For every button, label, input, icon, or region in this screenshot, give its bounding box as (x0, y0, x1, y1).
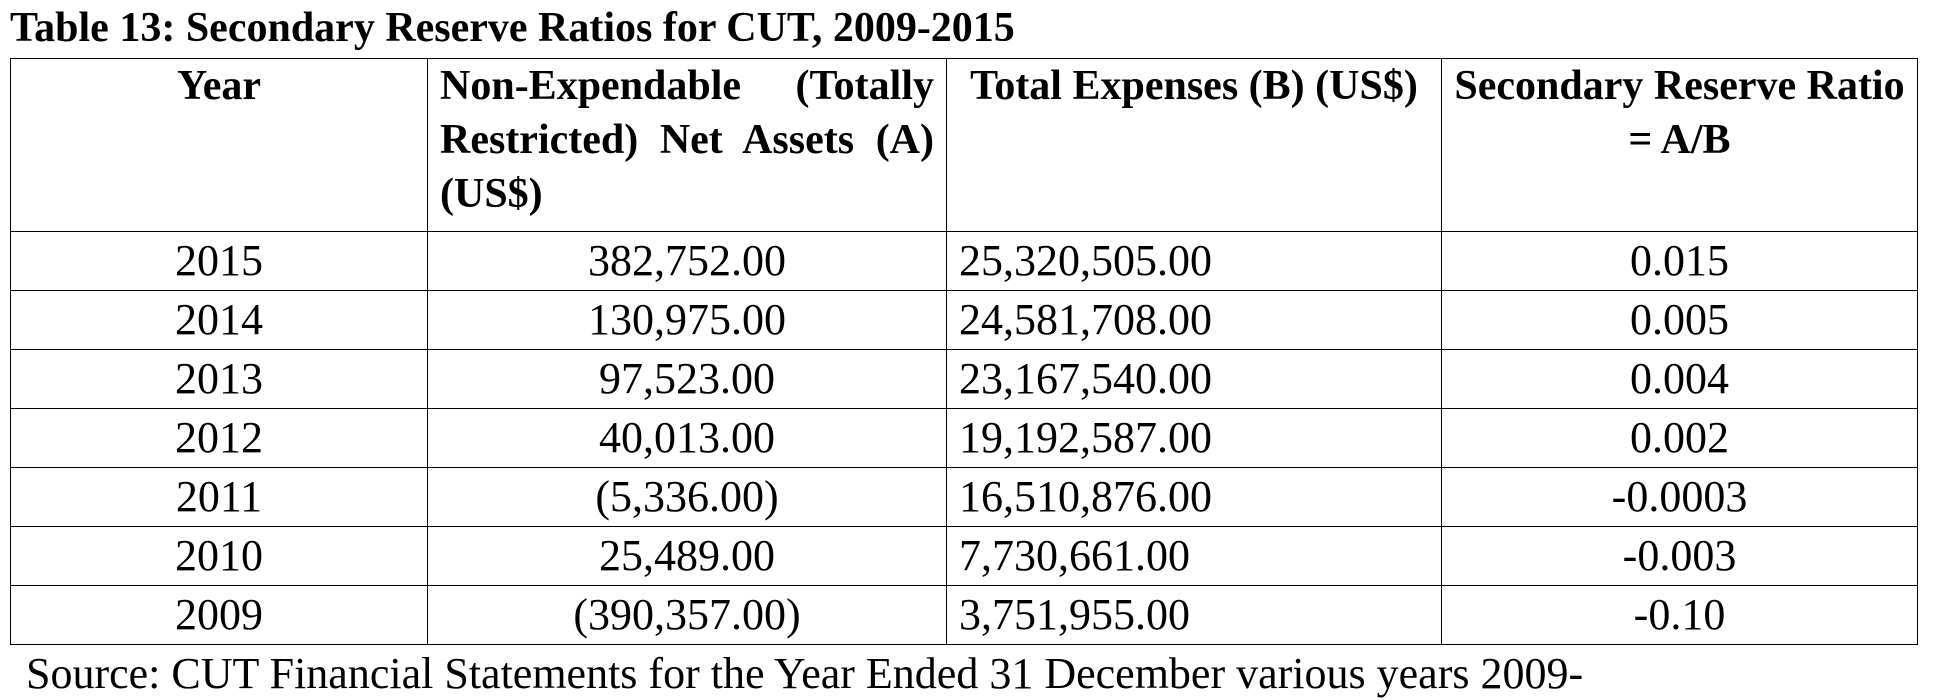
table-cell: 0.002 (1441, 408, 1918, 468)
table-cell: 2010 (10, 526, 428, 586)
table-cell: (5,336.00) (427, 467, 947, 527)
table-cell: 2015 (10, 231, 428, 291)
table-cell: 0.005 (1441, 290, 1918, 350)
table-cell: 0.004 (1441, 349, 1918, 409)
table-cell: 25,489.00 (427, 526, 947, 586)
table-cell: 2012 (10, 408, 428, 468)
table-cell: -0.0003 (1441, 467, 1918, 527)
data-table: Year Non-Expendable (Totally Restricted) … (10, 58, 1918, 645)
table-body: 2015 382,752.00 25,320,505.00 0.015 2014 130,… (10, 231, 1918, 645)
table-cell: 23,167,540.00 (946, 349, 1442, 409)
table-cell: 0.015 (1441, 231, 1918, 291)
table-cell: 2009 (10, 585, 428, 645)
table-cell: 7,730,661.00 (946, 526, 1442, 586)
table-title: Table 13: Secondary Reserve Ratios for C… (10, 5, 1015, 51)
table-cell: -0.10 (1441, 585, 1918, 645)
table-cell: 25,320,505.00 (946, 231, 1442, 291)
column-header: Secondary Reserve Ratio = A/B (1441, 58, 1918, 232)
table-cell: 16,510,876.00 (946, 467, 1442, 527)
table-cell: 382,752.00 (427, 231, 947, 291)
table-row: 2014 130,975.00 24,581,708.00 0.005 (10, 290, 1918, 350)
table-cell: -0.003 (1441, 526, 1918, 586)
table-cell: 19,192,587.00 (946, 408, 1442, 468)
table-cell: 40,013.00 (427, 408, 947, 468)
table-cell: 24,581,708.00 (946, 290, 1442, 350)
column-header: Total Expenses (B) (US$) (946, 58, 1442, 232)
page: {"title": "Table 13: Secondary Reserve R… (10, 5, 1918, 698)
table-cell: (390,357.00) (427, 585, 947, 645)
table-row: 2011 (5,336.00) 16,510,876.00 -0.0003 (10, 467, 1918, 527)
table-row: 2013 97,523.00 23,167,540.00 0.004 (10, 349, 1918, 409)
table-cell: 2011 (10, 467, 428, 527)
table-row: 2015 382,752.00 25,320,505.00 0.015 (10, 231, 1918, 291)
page-body: Table 13: Secondary Reserve Ratios for C… (10, 5, 1918, 698)
column-header: Year (10, 58, 428, 232)
table-row: 2012 40,013.00 19,192,587.00 0.002 (10, 408, 1918, 468)
column-header: Non-Expendable (Totally Restricted) Net … (427, 58, 947, 232)
table-cell: 2013 (10, 349, 428, 409)
table-cell: 97,523.00 (427, 349, 947, 409)
table-row: 2010 25,489.00 7,730,661.00 -0.003 (10, 526, 1918, 586)
table-cell: 3,751,955.00 (946, 585, 1442, 645)
table-cell: 2014 (10, 290, 428, 350)
source-note: Source: CUT Financial Statements for the… (26, 649, 1584, 698)
header-row: Year Non-Expendable (Totally Restricted) … (10, 58, 1918, 232)
table-cell: 130,975.00 (427, 290, 947, 350)
table-row: 2009 (390,357.00) 3,751,955.00 -0.10 (10, 585, 1918, 645)
